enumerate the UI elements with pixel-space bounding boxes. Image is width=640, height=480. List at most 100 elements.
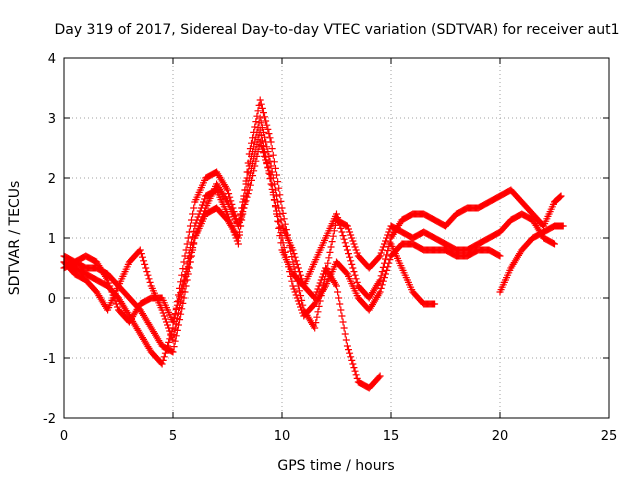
data-point [247, 164, 255, 172]
data-point [340, 324, 348, 332]
data-point [250, 155, 258, 163]
data-point [267, 138, 275, 146]
data-point [234, 234, 242, 242]
data-point [256, 96, 264, 104]
data-point [190, 204, 198, 212]
data-point [349, 264, 357, 272]
axis-ticks: 0 5 10 15 20 25 -2 -1 0 1 2 3 4 [43, 52, 617, 444]
data-point [170, 331, 178, 339]
data-point [353, 249, 361, 257]
data-point [337, 306, 345, 314]
data-point [240, 204, 248, 212]
data-point [323, 265, 331, 273]
data-point [273, 192, 281, 200]
data-point [247, 139, 255, 147]
data-point [280, 215, 288, 223]
data-point [342, 336, 350, 344]
data-point [263, 158, 271, 166]
data-point [237, 222, 245, 230]
data-point [551, 240, 558, 248]
data-point [258, 137, 266, 145]
data-point [271, 202, 279, 210]
data-point [277, 229, 285, 237]
data-point [198, 201, 206, 209]
data-point [325, 254, 333, 262]
data-point [256, 126, 264, 134]
y-tick-label: 2 [48, 172, 56, 187]
data-point [274, 212, 282, 220]
data-point [259, 142, 267, 150]
data-point [259, 149, 267, 157]
data-point [350, 268, 358, 276]
data-point [350, 240, 358, 248]
data-point [190, 239, 198, 247]
chart-title: Day 319 of 2017, Sidereal Day-to-day VTE… [54, 22, 619, 38]
data-point [383, 234, 391, 242]
data-point [343, 246, 351, 254]
data-point [166, 327, 174, 335]
x-tick-label: 0 [60, 429, 68, 444]
data-point [352, 371, 360, 379]
data-point [183, 240, 191, 248]
data-point [106, 282, 114, 290]
data-point [341, 239, 349, 247]
data-point [351, 243, 359, 251]
data-point [376, 288, 384, 296]
data-point [241, 198, 249, 206]
data-point [271, 164, 279, 172]
data-point [184, 234, 192, 242]
data-point [265, 130, 273, 138]
data-point [189, 244, 197, 252]
data-point [252, 145, 260, 153]
data-point [261, 148, 269, 156]
data-point [298, 306, 306, 314]
data-point [349, 360, 357, 368]
x-axis-label: GPS time / hours [277, 458, 394, 474]
data-point [158, 306, 166, 314]
data-point [273, 171, 281, 179]
data-point [245, 174, 253, 182]
data-point [254, 107, 262, 115]
data-point [295, 300, 303, 308]
data-point [313, 313, 321, 321]
data-point [384, 263, 392, 271]
x-tick-label: 20 [492, 429, 509, 444]
data-point [339, 232, 347, 240]
data-point [383, 266, 391, 274]
data-point [172, 320, 180, 328]
data-point [336, 300, 344, 308]
data-point [353, 278, 361, 286]
data-point [327, 243, 335, 251]
data-point [431, 300, 439, 308]
data-point [276, 223, 284, 231]
data-point [244, 180, 252, 188]
data-point [225, 190, 233, 198]
data-point [159, 356, 167, 364]
data-point [331, 221, 339, 229]
data-point [141, 260, 149, 268]
data-point [269, 191, 277, 199]
data-point [314, 308, 322, 316]
data-point [376, 372, 384, 380]
data-point [557, 192, 565, 200]
data-point [329, 232, 337, 240]
data-point [275, 218, 283, 226]
data-point [348, 260, 356, 268]
data-point [380, 240, 388, 248]
data-point [264, 125, 272, 133]
data-point [290, 285, 298, 293]
data-point [337, 224, 345, 232]
data-point [287, 272, 295, 280]
series-track-4 [60, 126, 504, 344]
data-point [295, 287, 303, 295]
data-point [378, 281, 386, 289]
data-point [180, 282, 188, 290]
data-point [259, 109, 267, 117]
x-tick-label: 25 [601, 429, 618, 444]
data-point [174, 309, 182, 317]
data-point [105, 279, 113, 287]
data-point [286, 268, 294, 276]
data-point [347, 257, 355, 265]
data-point [376, 252, 384, 260]
data-point [268, 145, 276, 153]
